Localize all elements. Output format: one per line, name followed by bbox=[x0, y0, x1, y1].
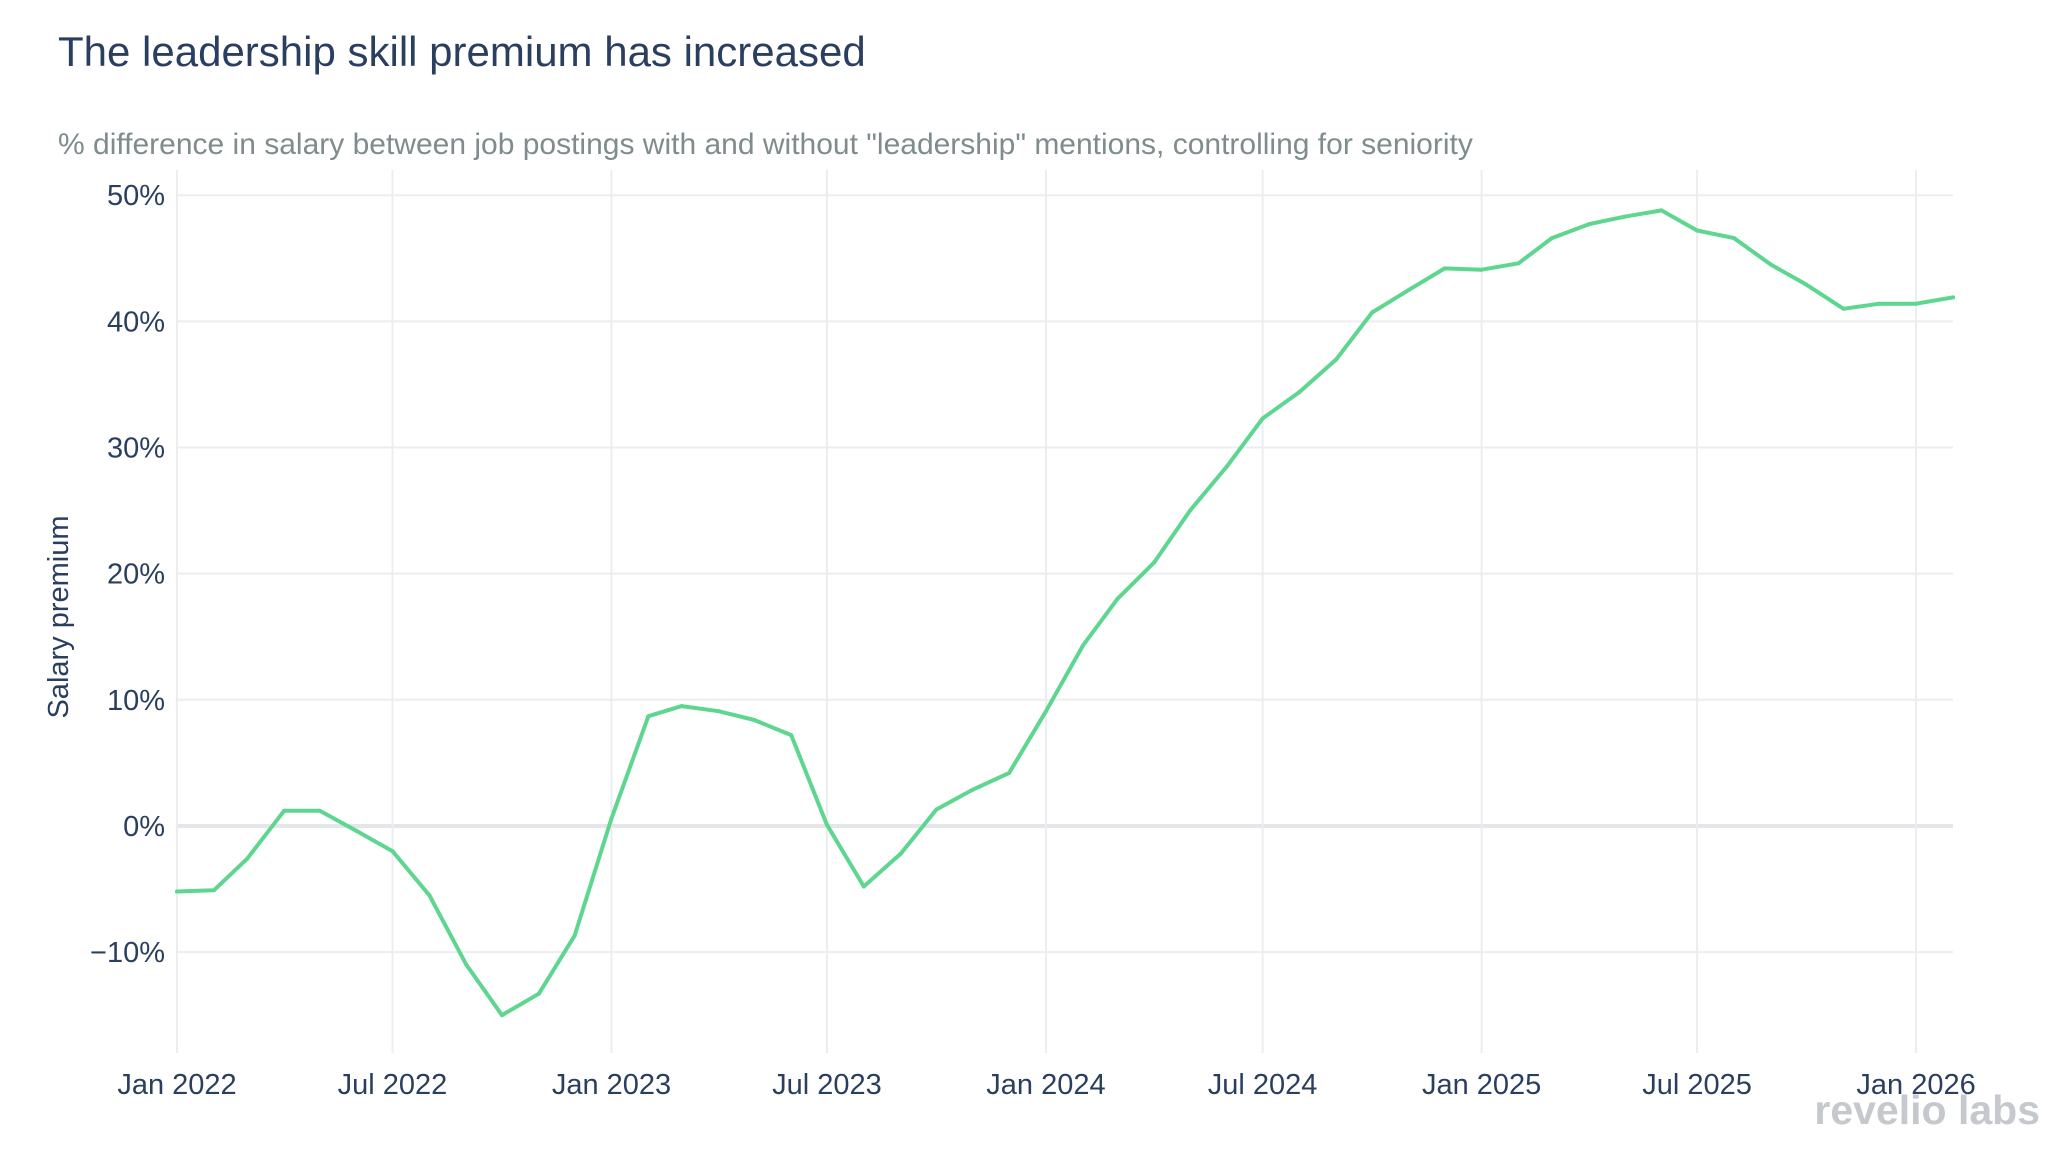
data-point bbox=[1877, 301, 1882, 306]
y-tick-label: 50% bbox=[107, 180, 165, 212]
data-point bbox=[317, 808, 322, 813]
gridlines bbox=[176, 170, 1953, 1053]
data-point bbox=[789, 733, 794, 738]
data-point bbox=[716, 709, 721, 714]
data-point bbox=[646, 714, 651, 719]
data-point bbox=[1260, 416, 1265, 421]
x-tick-label: Jul 2025 bbox=[1642, 1069, 1752, 1101]
revelio-labs-logo: revelio labs bbox=[1814, 1087, 2040, 1133]
data-point bbox=[934, 807, 939, 812]
data-point bbox=[354, 829, 359, 833]
data-point bbox=[1622, 214, 1627, 219]
x-tick-label: Jan 2022 bbox=[117, 1069, 236, 1101]
data-point bbox=[752, 718, 757, 722]
data-point bbox=[1080, 643, 1085, 648]
data-point bbox=[971, 787, 976, 792]
data-point bbox=[1479, 267, 1484, 272]
data-point bbox=[1841, 306, 1846, 311]
data-point bbox=[1695, 228, 1700, 233]
data-point bbox=[824, 822, 829, 827]
y-tick-label: 30% bbox=[107, 433, 165, 465]
data-point bbox=[427, 893, 432, 898]
data-point bbox=[1007, 771, 1012, 775]
series-line bbox=[175, 208, 1955, 1018]
data-point bbox=[464, 962, 469, 967]
data-point bbox=[536, 991, 541, 996]
data-point bbox=[679, 704, 684, 709]
data-point bbox=[898, 851, 903, 856]
data-point bbox=[1224, 464, 1229, 469]
x-tick-label: Jul 2024 bbox=[1208, 1069, 1318, 1101]
data-point bbox=[500, 1013, 504, 1018]
data-point bbox=[1951, 295, 1955, 300]
data-point bbox=[245, 856, 250, 861]
y-tick-label: 20% bbox=[107, 559, 165, 591]
x-tick-label: Jan 2025 bbox=[1422, 1069, 1541, 1101]
y-tick-label: 0% bbox=[123, 811, 165, 843]
x-tick-label: Jan 2024 bbox=[986, 1069, 1105, 1101]
data-point bbox=[1407, 287, 1411, 292]
data-point bbox=[1115, 596, 1120, 601]
x-tick-label: Jan 2023 bbox=[552, 1069, 671, 1101]
data-point bbox=[1914, 301, 1919, 306]
data-point bbox=[390, 849, 395, 854]
data-point bbox=[1659, 208, 1664, 213]
data-point bbox=[1297, 390, 1302, 394]
data-point bbox=[1586, 222, 1591, 227]
data-point bbox=[1370, 310, 1375, 315]
y-axis-title: Salary premium bbox=[43, 515, 75, 718]
y-tick-label: −10% bbox=[90, 937, 165, 969]
y-tick-label: 40% bbox=[107, 306, 165, 338]
data-point bbox=[572, 933, 577, 938]
x-tick-label: Jul 2022 bbox=[338, 1069, 448, 1101]
y-tick-label: 10% bbox=[107, 685, 165, 717]
data-point bbox=[861, 884, 866, 889]
series-layer bbox=[175, 208, 1955, 1018]
data-point bbox=[1732, 236, 1736, 241]
data-point bbox=[1768, 262, 1773, 267]
chart-subtitle: % difference in salary between job posti… bbox=[58, 128, 1473, 161]
data-point bbox=[1044, 709, 1048, 714]
data-point bbox=[1804, 282, 1809, 287]
data-point bbox=[1516, 261, 1521, 266]
x-tick-label: Jul 2023 bbox=[772, 1069, 882, 1101]
chart-title: The leadership skill premium has increas… bbox=[58, 28, 866, 75]
data-point bbox=[1152, 560, 1157, 565]
x-axis-ticks: Jan 2022 Jul 2022 Jan 2023 Jul 2023 Jan 2024… bbox=[117, 1069, 1975, 1101]
data-point bbox=[1188, 508, 1192, 513]
x-tick-label: Jan 2026 bbox=[1856, 1069, 1975, 1101]
data-point bbox=[1442, 266, 1447, 271]
data-point bbox=[609, 816, 614, 821]
data-point bbox=[1549, 236, 1554, 241]
data-point bbox=[175, 889, 179, 894]
data-point bbox=[211, 888, 216, 893]
data-point bbox=[1334, 357, 1339, 362]
y-axis-ticks: 50% 40% 30% 20% 10% 0% −10% bbox=[90, 180, 165, 969]
data-point bbox=[282, 808, 287, 813]
